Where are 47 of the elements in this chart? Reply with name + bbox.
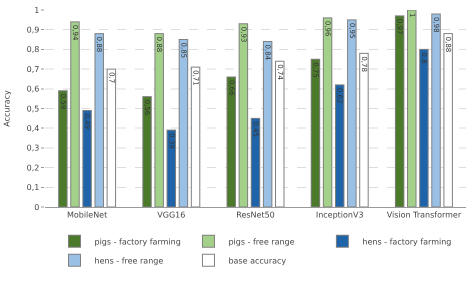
y-tick-label: 0,7 <box>26 64 40 74</box>
bar <box>394 15 404 207</box>
y-tick-label: 0,2 <box>26 163 40 172</box>
y-tick-label: 0,5 <box>26 104 40 114</box>
x-tick-label: ResNet50 <box>236 210 275 220</box>
bar <box>166 130 176 207</box>
legend-label: pigs - free range <box>228 237 295 246</box>
y-tick-label: 1 <box>34 6 40 15</box>
bar <box>238 23 248 207</box>
bar <box>142 96 152 207</box>
y-tick-label: 0 <box>34 202 40 212</box>
x-tick-label: MobileNet <box>66 210 108 220</box>
x-tick-label: VGG16 <box>157 210 186 220</box>
y-tick-label: 0,4 <box>26 124 40 133</box>
bar <box>407 10 417 207</box>
bar <box>106 68 116 207</box>
bar <box>58 90 68 207</box>
x-tick-label: InceptionV3 <box>316 210 364 220</box>
y-tick-label: 0,6 <box>26 84 40 94</box>
legend-label: pigs - factory farming <box>94 237 181 246</box>
bar <box>347 19 357 207</box>
bar <box>250 118 260 207</box>
bar <box>70 21 80 207</box>
legend-label: hens - factory farming <box>362 237 452 246</box>
bar <box>178 39 188 207</box>
y-tick-label: 0,9 <box>26 26 40 34</box>
legend-label: hens - free range <box>94 256 164 266</box>
x-tick-label: Vision Transformer <box>386 210 462 220</box>
bar <box>226 76 236 207</box>
bar <box>419 48 429 207</box>
bar <box>310 58 320 207</box>
bar <box>322 17 332 207</box>
y-tick-label: 0,1 <box>26 183 40 192</box>
bar <box>275 60 284 207</box>
bar <box>154 33 164 207</box>
y-tick-label: 0,8 <box>26 45 40 54</box>
bar <box>94 33 104 207</box>
y-tick-label: 0,3 <box>26 144 40 153</box>
bar <box>431 13 441 207</box>
bar <box>82 110 92 207</box>
legend-label: base accuracy <box>228 256 286 266</box>
bar <box>443 33 453 207</box>
bar <box>334 84 344 207</box>
y-axis-title: Accuracy <box>2 90 12 127</box>
bar <box>190 66 200 207</box>
bar <box>359 52 369 207</box>
bar <box>262 41 272 207</box>
